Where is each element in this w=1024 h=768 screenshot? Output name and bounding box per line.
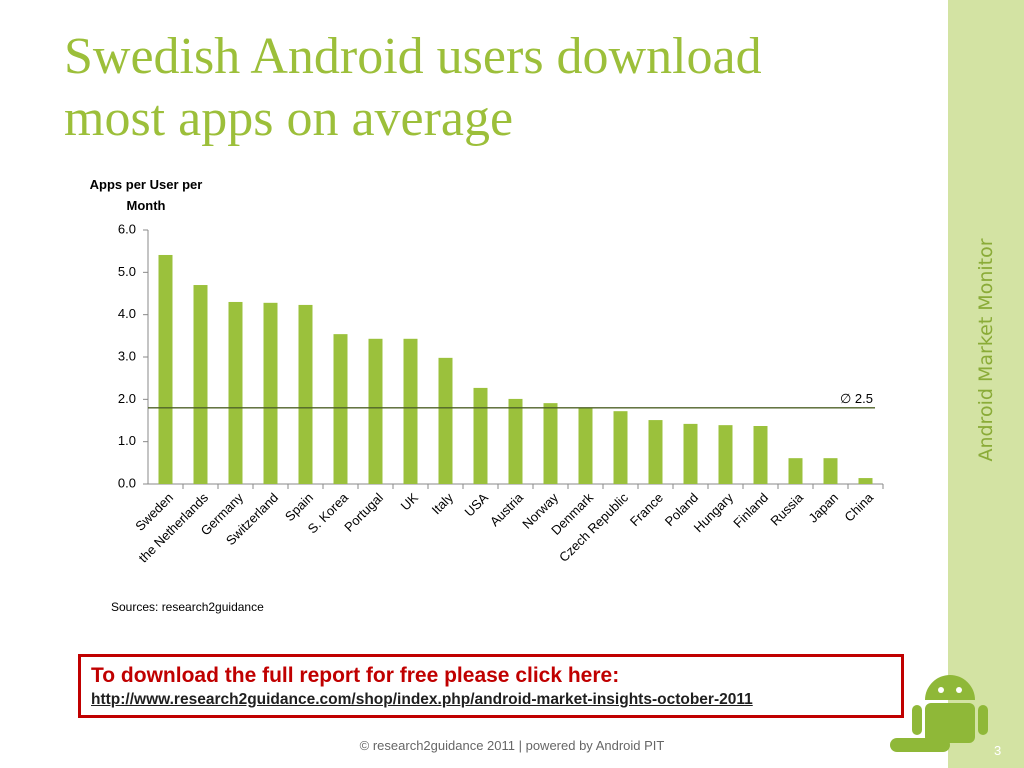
bar [543,403,558,484]
bar [368,338,383,484]
callout-box[interactable]: To download the full report for free ple… [78,654,904,718]
y-tick-label: 2.0 [118,391,136,406]
bar [648,420,663,484]
page-number: 3 [994,743,1002,758]
bar [788,458,803,484]
slide-title: Swedish Android users download most apps… [64,28,762,147]
footer: © research2guidance 2011 | powered by An… [359,738,665,753]
y-tick-label: 4.0 [118,306,136,321]
x-tick-label: Portugal [341,490,386,535]
bar [333,334,348,484]
x-tick-label: France [627,490,666,529]
bar [438,357,453,484]
x-tick-label: Finland [730,490,771,531]
bar [298,304,313,484]
y-tick-label: 6.0 [118,221,136,236]
x-tick-label: Hungary [691,490,737,536]
bar [753,426,768,484]
y-tick-label: 3.0 [118,348,136,363]
bar [473,387,488,484]
bar [158,254,173,484]
bar [403,338,418,484]
bar [718,425,733,484]
bar [823,458,838,484]
x-tick-label: Japan [805,490,841,526]
average-label: ∅ 2.5 [840,391,873,406]
report-link[interactable]: http://www.research2guidance.com/shop/in… [91,691,753,708]
bar [858,478,873,484]
bar [683,423,698,484]
x-tick-label: UK [398,490,422,514]
bar [578,407,593,484]
bar [193,285,208,484]
y-tick-label: 1.0 [118,433,136,448]
bar [508,398,523,484]
bar [228,301,243,484]
x-tick-label: USA [462,490,492,520]
x-tick-label: Italy [429,490,457,518]
y-tick-label: 5.0 [118,264,136,279]
y-tick-label: 0.0 [118,475,136,490]
x-tick-label: China [841,489,876,524]
y-axis-label: Apps per User per Month [89,177,203,213]
x-tick-label: Russia [767,489,806,528]
callout-heading: To download the full report for free ple… [91,664,620,687]
sources: Sources: research2guidance [111,600,264,614]
bar [263,302,278,484]
bar [613,411,628,484]
side-bar [948,0,1024,768]
